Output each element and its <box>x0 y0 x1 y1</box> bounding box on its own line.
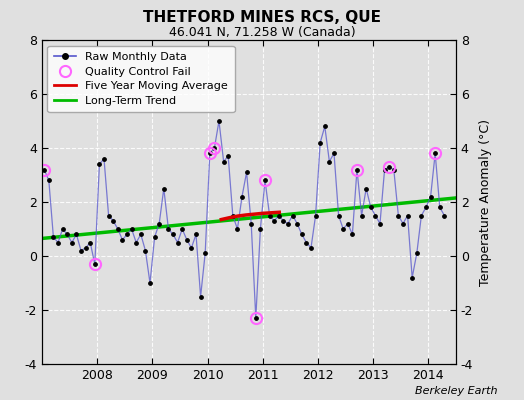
Point <box>321 123 329 130</box>
Point <box>201 250 210 256</box>
Point <box>431 150 439 156</box>
Point <box>440 212 449 219</box>
Point <box>247 220 255 227</box>
Point <box>362 185 370 192</box>
Point <box>123 231 131 238</box>
Point <box>417 212 425 219</box>
Point <box>215 118 223 124</box>
Point <box>146 280 154 286</box>
Legend: Raw Monthly Data, Quality Control Fail, Five Year Moving Average, Long-Term Tren: Raw Monthly Data, Quality Control Fail, … <box>48 46 235 112</box>
Point <box>220 158 228 165</box>
Point <box>261 177 269 184</box>
Point <box>68 239 76 246</box>
Point <box>173 239 182 246</box>
Point <box>150 234 159 240</box>
Point <box>316 140 324 146</box>
Point <box>95 161 104 167</box>
Text: Berkeley Earth: Berkeley Earth <box>416 386 498 396</box>
Point <box>339 226 347 232</box>
Point <box>403 212 412 219</box>
Point <box>109 218 117 224</box>
Point <box>81 245 90 251</box>
Point <box>412 250 421 256</box>
Point <box>132 239 140 246</box>
Text: 46.041 N, 71.258 W (Canada): 46.041 N, 71.258 W (Canada) <box>169 26 355 39</box>
Point <box>169 231 177 238</box>
Point <box>243 169 251 176</box>
Point <box>160 185 168 192</box>
Point <box>325 158 334 165</box>
Point <box>63 231 71 238</box>
Point <box>182 237 191 243</box>
Point <box>394 212 402 219</box>
Point <box>91 261 99 267</box>
Point <box>265 212 274 219</box>
Point <box>380 166 389 173</box>
Point <box>307 245 315 251</box>
Point <box>137 231 145 238</box>
Point <box>72 231 81 238</box>
Point <box>408 274 417 281</box>
Point <box>118 237 127 243</box>
Point <box>293 220 301 227</box>
Y-axis label: Temperature Anomaly (°C): Temperature Anomaly (°C) <box>478 118 492 286</box>
Point <box>155 220 163 227</box>
Point <box>270 218 278 224</box>
Point <box>192 231 200 238</box>
Point <box>311 212 320 219</box>
Point <box>252 315 260 321</box>
Point <box>427 193 435 200</box>
Point <box>40 166 48 173</box>
Point <box>233 226 242 232</box>
Point <box>357 212 366 219</box>
Point <box>114 226 122 232</box>
Point <box>238 193 246 200</box>
Point <box>86 239 94 246</box>
Point <box>275 212 283 219</box>
Point <box>348 231 356 238</box>
Point <box>389 166 398 173</box>
Point <box>100 156 108 162</box>
Point <box>422 204 430 210</box>
Point <box>334 212 343 219</box>
Text: THETFORD MINES RCS, QUE: THETFORD MINES RCS, QUE <box>143 10 381 25</box>
Point <box>45 177 53 184</box>
Point <box>210 145 219 151</box>
Point <box>196 293 205 300</box>
Point <box>256 226 265 232</box>
Point <box>302 239 311 246</box>
Point <box>104 212 113 219</box>
Point <box>77 247 85 254</box>
Point <box>284 220 292 227</box>
Point <box>371 212 379 219</box>
Point <box>298 231 306 238</box>
Point <box>399 220 407 227</box>
Point <box>435 204 444 210</box>
Point <box>205 150 214 156</box>
Point <box>330 150 338 156</box>
Point <box>344 220 352 227</box>
Point <box>49 234 58 240</box>
Point <box>141 247 149 254</box>
Point <box>353 166 361 173</box>
Point <box>164 226 172 232</box>
Point <box>224 153 232 159</box>
Point <box>187 245 195 251</box>
Point <box>58 226 67 232</box>
Point <box>385 164 394 170</box>
Point <box>376 220 384 227</box>
Point <box>54 239 62 246</box>
Point <box>288 212 297 219</box>
Point <box>178 226 187 232</box>
Point <box>367 204 375 210</box>
Point <box>228 212 237 219</box>
Point <box>127 226 136 232</box>
Point <box>279 218 288 224</box>
